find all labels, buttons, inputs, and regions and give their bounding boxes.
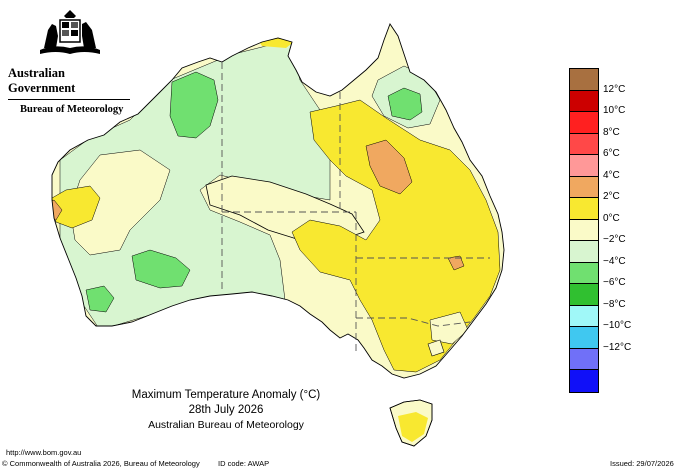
legend-swatch xyxy=(570,69,598,91)
footer-issued: Issued: 29/07/2026 xyxy=(610,459,674,468)
legend-label: −4°C xyxy=(603,255,626,267)
state-borders xyxy=(221,62,490,352)
legend-label: 2°C xyxy=(603,191,620,202)
legend-label: −10°C xyxy=(603,320,632,331)
map-title: Maximum Temperature Anomaly (°C) xyxy=(131,389,321,401)
legend-label: 4°C xyxy=(603,169,620,181)
legend-label: −12°C xyxy=(603,341,632,353)
map-source: Australian Bureau of Meteorology xyxy=(148,419,304,431)
header-divider xyxy=(8,99,130,100)
legend-label: −8°C xyxy=(603,298,626,310)
legend-label: 8°C xyxy=(603,126,620,138)
legend-swatch xyxy=(570,198,598,220)
legend-label: 10°C xyxy=(603,105,626,116)
legend-swatch xyxy=(570,90,598,112)
legend-swatch xyxy=(570,305,598,327)
map-date: 28th July 2026 xyxy=(188,404,264,416)
map-title-block: Maximum Temperature Anomaly (°C) 28th Ju… xyxy=(92,388,360,433)
government-name: Australian Government xyxy=(8,66,76,95)
legend-swatch xyxy=(570,176,598,198)
legend-label: 12°C xyxy=(603,83,626,95)
legend-swatch xyxy=(570,262,598,284)
legend-swatch xyxy=(570,219,598,241)
legend-swatch xyxy=(570,241,598,263)
legend-label: −2°C xyxy=(603,234,626,245)
footer-url[interactable]: http://www.bom.gov.au xyxy=(6,448,82,457)
coat-of-arms-icon xyxy=(40,10,100,54)
legend-label: −6°C xyxy=(603,277,626,288)
legend-label: 0°C xyxy=(603,212,620,224)
agency-header: Australian Government Bureau of Meteorol… xyxy=(8,8,132,115)
bureau-name: Bureau of Meteorology xyxy=(20,104,124,115)
legend-colorbar xyxy=(569,68,599,393)
legend-swatch xyxy=(570,112,598,134)
legend-swatch xyxy=(570,155,598,177)
footer-id-code: ID code: AWAP xyxy=(218,459,270,468)
legend-swatch xyxy=(570,370,598,392)
footer-copyright: © Commonwealth of Australia 2026, Bureau… xyxy=(2,459,200,468)
legend-swatch xyxy=(570,284,598,306)
legend-swatch xyxy=(570,133,598,155)
legend-swatch xyxy=(570,327,598,349)
legend-label: 6°C xyxy=(603,148,620,159)
legend-swatch xyxy=(570,348,598,370)
